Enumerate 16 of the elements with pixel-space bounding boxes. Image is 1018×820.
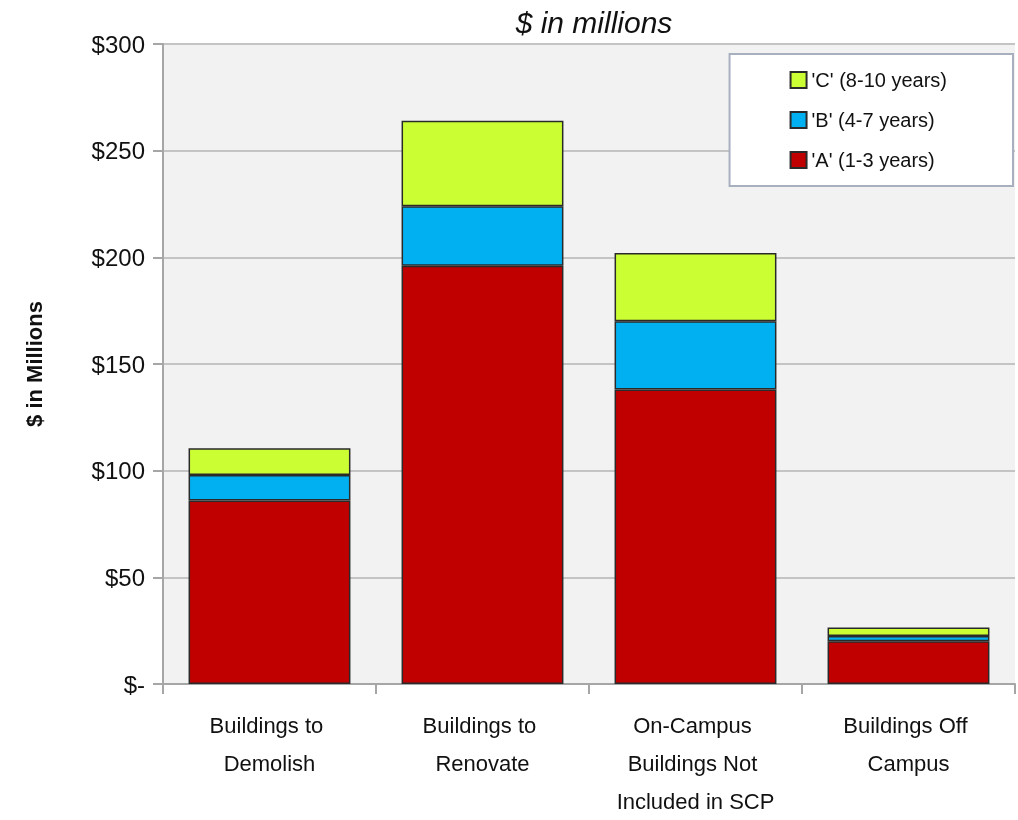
y-tick-label: $150 bbox=[91, 350, 145, 378]
y-tick-label: $200 bbox=[91, 243, 145, 271]
y-tick-label: $50 bbox=[104, 563, 145, 591]
y-tick-label: $100 bbox=[91, 457, 145, 485]
x-tick-label: On-Campus Buildings Not Included in SCP bbox=[616, 712, 775, 814]
x-tick-label: Buildings Off Campus bbox=[843, 712, 974, 776]
legend-label: 'A' (1-3 years) bbox=[811, 149, 935, 171]
legend-label: 'C' (8-10 years) bbox=[811, 69, 947, 91]
y-tick-label: $- bbox=[123, 670, 145, 698]
y-tick-label: $300 bbox=[91, 30, 145, 58]
legend-label: 'B' (4-7 years) bbox=[811, 109, 935, 131]
x-tick-label: Buildings to Renovate bbox=[422, 712, 543, 776]
y-axis-title: $ in Millions bbox=[21, 301, 47, 427]
x-tick-label: Buildings to Demolish bbox=[209, 712, 330, 776]
chart-title: $ in millions bbox=[514, 5, 673, 39]
y-tick-label: $250 bbox=[91, 137, 145, 165]
